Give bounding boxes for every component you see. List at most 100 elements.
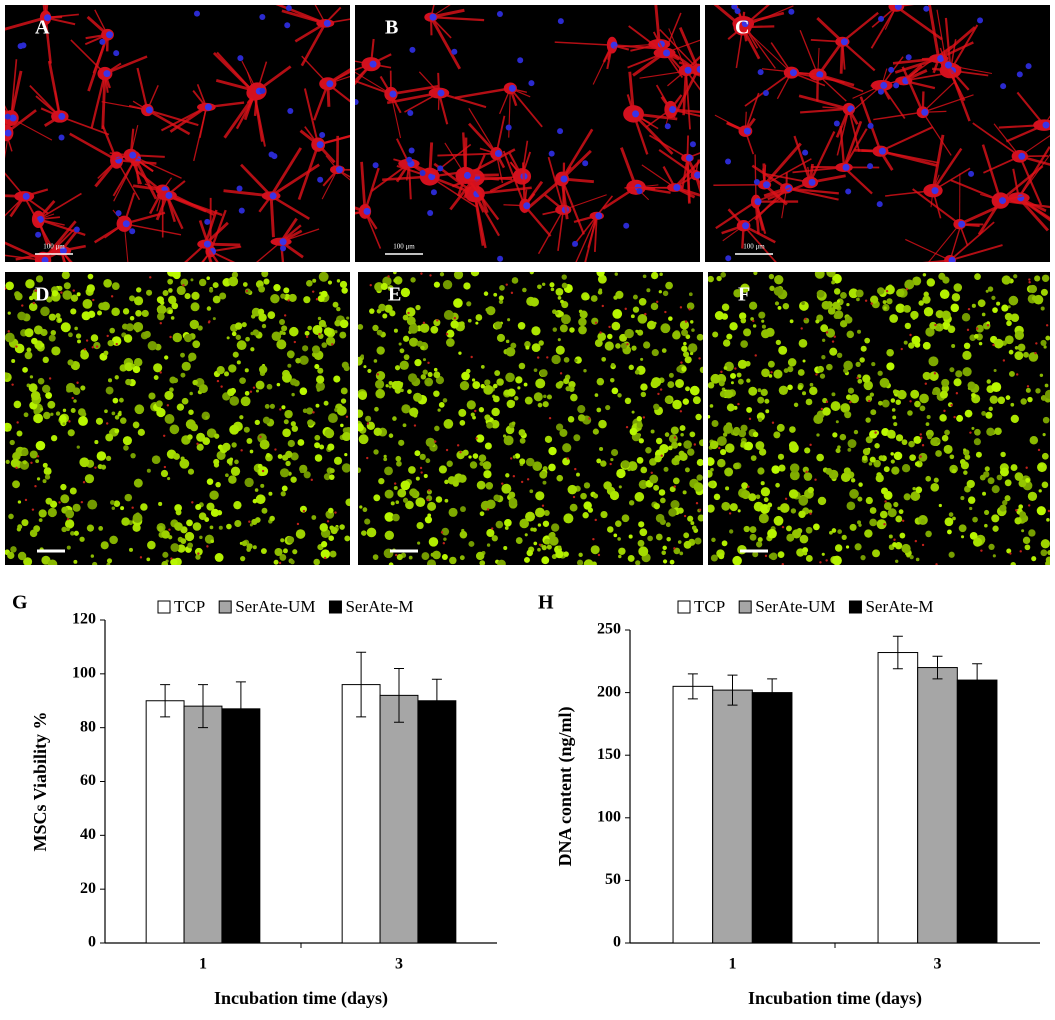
nucleus [279, 238, 287, 246]
live-cell [752, 431, 759, 438]
live-cell [13, 400, 22, 409]
live-cell [286, 536, 295, 544]
live-cell [643, 341, 651, 349]
live-cell [825, 328, 836, 338]
live-cell [922, 371, 931, 381]
live-cell [925, 530, 932, 538]
dead-cell [182, 284, 185, 287]
live-cell [295, 529, 306, 539]
live-cell [773, 431, 781, 439]
actin-fiber [575, 215, 598, 262]
live-cell [577, 414, 586, 422]
live-cell [594, 393, 599, 397]
nucleus [103, 70, 111, 78]
dead-cell [31, 508, 35, 511]
live-cell [755, 494, 761, 500]
dead-cell [592, 537, 595, 541]
live-cell [814, 272, 825, 279]
live-cell [787, 384, 793, 391]
live-cell [710, 373, 721, 384]
actin-fiber [464, 175, 523, 182]
live-cell [821, 355, 826, 360]
nucleus [497, 255, 504, 262]
live-cell [346, 316, 350, 320]
live-cell [868, 462, 873, 466]
live-cell [535, 378, 546, 389]
live-cell [752, 551, 759, 558]
live-cell [738, 429, 747, 438]
live-cell [47, 559, 58, 565]
live-cell [798, 338, 808, 348]
live-cell [624, 328, 634, 339]
live-cell [743, 525, 750, 533]
nucleus [867, 122, 874, 129]
live-cell [190, 302, 200, 312]
live-cell [665, 281, 673, 290]
live-cell [180, 372, 186, 378]
dead-cell [5, 287, 7, 290]
nucleus [905, 54, 912, 61]
live-cell [415, 476, 420, 481]
live-cell [103, 350, 109, 356]
live-cell [179, 458, 190, 469]
live-cell [427, 372, 433, 378]
dead-cell [825, 331, 829, 334]
live-cell [788, 489, 799, 499]
live-cell [659, 272, 663, 277]
dead-cell [369, 283, 372, 287]
actin-fiber [799, 30, 819, 75]
live-cell [650, 429, 655, 434]
live-cell [402, 335, 410, 342]
actin-fiber [791, 71, 845, 84]
dead-cell [673, 436, 677, 439]
live-cell [895, 434, 904, 442]
actin-fiber [959, 204, 1001, 226]
live-cell [986, 379, 991, 384]
live-cell [261, 323, 267, 329]
live-cell [318, 272, 329, 282]
live-cell [726, 333, 733, 340]
live-cell [502, 434, 507, 438]
live-cell [443, 537, 447, 541]
live-cell [685, 386, 690, 392]
live-cell [433, 371, 441, 379]
live-cell [70, 308, 77, 315]
live-cell [141, 309, 149, 318]
live-cell [574, 358, 578, 363]
live-cell [215, 481, 221, 488]
live-cell [688, 292, 693, 297]
live-cell [720, 272, 727, 278]
live-cell [773, 515, 784, 526]
error-bar [972, 663, 983, 697]
live-cell [376, 346, 385, 355]
live-cell [333, 375, 341, 383]
live-cell [893, 451, 903, 461]
legend-swatch [738, 600, 752, 614]
dead-cell [833, 335, 836, 338]
live-cell [1013, 274, 1018, 279]
live-cell [771, 465, 780, 474]
live-cell [452, 480, 459, 487]
dead-cell [800, 327, 803, 330]
live-cell [546, 394, 552, 400]
live-cell [809, 386, 818, 396]
live-cell [192, 379, 198, 386]
dead-cell [445, 332, 449, 336]
live-cell [51, 290, 59, 297]
nucleus [663, 49, 671, 57]
nucleus [316, 141, 324, 149]
legend-label: SerAte-M [345, 597, 413, 616]
live-cell [1031, 556, 1037, 562]
dead-cell [94, 466, 97, 469]
live-cell [129, 315, 135, 321]
live-cell [434, 425, 440, 432]
scale-label: 100 μm [43, 243, 65, 251]
live-cell [124, 493, 133, 502]
live-cell [373, 494, 381, 502]
nucleus [372, 162, 379, 169]
live-cell [876, 519, 887, 530]
dead-cell [809, 443, 812, 447]
live-cell [373, 449, 379, 455]
nucleus [427, 209, 434, 216]
live-cell [433, 319, 441, 327]
